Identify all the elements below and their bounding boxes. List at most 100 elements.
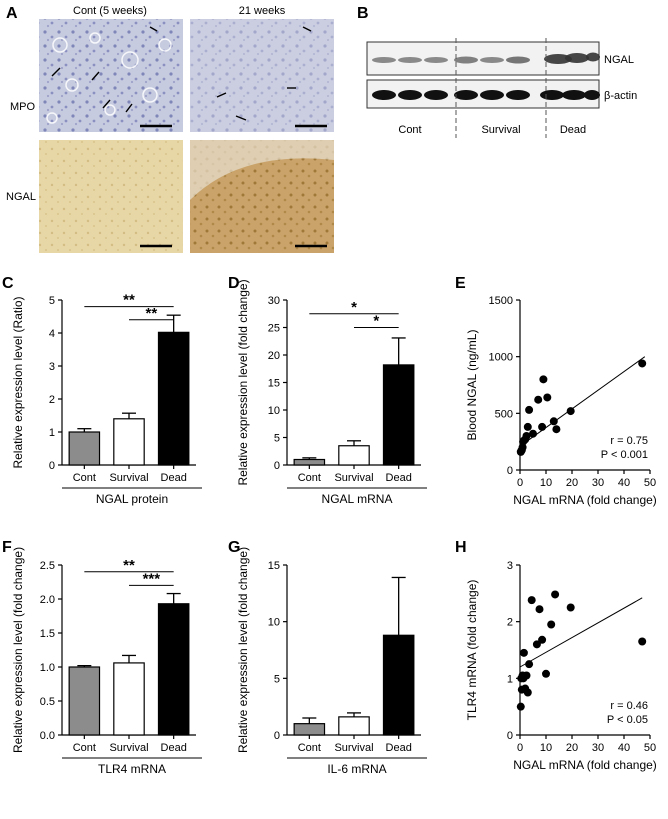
d-ytick-label: 5	[274, 433, 280, 445]
h-point	[551, 590, 560, 599]
f-sig-label: ***	[143, 570, 161, 587]
chart-d: 0 5 10 15 20 25 30 Relative expression level (f…	[236, 279, 427, 506]
h-xtick-label: 30	[592, 742, 604, 754]
d-ytick-label: 15	[268, 378, 280, 390]
panel-e-letter: E	[455, 275, 466, 292]
e-point	[538, 422, 547, 431]
h-xlabel: NGAL mRNA (fold change)	[513, 758, 657, 772]
panel-a-row-label-mpo: MPO	[10, 101, 36, 113]
g-ytick-label: 5	[274, 673, 280, 685]
f-bar-dead	[157, 603, 190, 736]
d-ylabel: Relative expression level (fold change)	[236, 279, 250, 485]
panel-a-row-label-ngal: NGAL	[6, 191, 36, 203]
g-bar-cont	[293, 723, 326, 736]
d-xtick-label: Dead	[386, 472, 412, 484]
panel-b-letter: B	[357, 5, 369, 22]
panel-a: A Cont (5 weeks) 21 weeks MPO NGAL	[6, 5, 334, 253]
d-sig-label: *	[351, 299, 357, 316]
f-xtick-label: Survival	[109, 742, 148, 754]
c-xtick-label: Cont	[73, 472, 96, 484]
d-ytick-label: 0	[274, 460, 280, 472]
d-bar-survival	[338, 445, 370, 466]
chart-g: 0 5 10 15 Relative expression level (fold ch…	[236, 547, 427, 776]
e-point	[539, 375, 548, 384]
h-ytick-label: 2	[507, 617, 513, 629]
g-xtick-label: Cont	[298, 742, 321, 754]
c-ytick-label: 1	[49, 427, 55, 439]
c-sig-label: **	[145, 305, 157, 322]
c-ytick-label: 0	[49, 460, 55, 472]
blot-label-ngal: NGAL	[604, 54, 634, 66]
e-xlabel: NGAL mRNA (fold change)	[513, 493, 657, 507]
h-fit-line	[519, 597, 643, 668]
chart-f: 0.0 0.5 1.0 1.5 2.0 2.5 Relative expression le…	[11, 547, 202, 776]
panel-c-letter: C	[2, 275, 14, 292]
chart-c: 0 1 2 3 4 5 Relative expression level (Ratio) C…	[11, 292, 202, 506]
f-bar-cont	[68, 666, 101, 736]
c-bar-dead	[157, 331, 190, 466]
h-point	[523, 688, 532, 697]
chart-h: 0 1 2 3 TLR4 mRNA (fold change) 0 10 20 30 40 50 NG…	[465, 560, 657, 772]
h-xtick-label: 0	[517, 742, 523, 754]
h-xtick-label: 10	[540, 742, 552, 754]
e-point	[638, 359, 647, 368]
d-bar-cont	[293, 458, 326, 466]
charts-group: 0 1 2 3 4 5 Relative expression level (Ratio) C…	[11, 279, 657, 776]
g-ytick-label: 10	[268, 617, 280, 629]
e-point	[525, 405, 534, 414]
h-point	[527, 596, 536, 605]
panel-a-col-label-1: 21 weeks	[239, 5, 286, 17]
d-ytick-label: 10	[268, 405, 280, 417]
panel-d-letter: D	[228, 275, 240, 292]
g-ytick-label: 15	[268, 560, 280, 572]
c-ytick-label: 2	[49, 394, 55, 406]
f-sig-label: **	[123, 557, 135, 574]
c-xtick-label: Survival	[109, 472, 148, 484]
blot-group-dead: Dead	[560, 124, 586, 136]
d-sig-label: *	[373, 313, 379, 330]
f-ytick-label: 2.5	[40, 560, 55, 572]
g-ytick-label: 0	[274, 730, 280, 742]
h-point	[547, 620, 556, 629]
h-annotation-r: r = 0.46	[610, 700, 648, 712]
e-xtick-label: 20	[566, 477, 578, 489]
e-ylabel: Blood NGAL (ng/mL)	[465, 330, 479, 441]
h-xtick-label: 50	[644, 742, 656, 754]
d-ytick-label: 20	[268, 350, 280, 362]
e-xtick-label: 50	[644, 477, 656, 489]
e-xtick-label: 10	[540, 477, 552, 489]
h-xtick-label: 20	[566, 742, 578, 754]
h-point	[638, 637, 647, 646]
e-point	[543, 393, 552, 402]
d-bar-dead	[382, 364, 415, 466]
blot-label-beta-actin: β-actin	[604, 90, 637, 102]
c-bar-survival	[113, 418, 145, 466]
f-ytick-label: 0.5	[40, 696, 55, 708]
f-xtick-label: Dead	[161, 742, 187, 754]
e-xtick-label: 40	[618, 477, 630, 489]
f-ytick-label: 1.0	[40, 662, 55, 674]
e-fit-line	[519, 356, 646, 447]
e-annotation-p: P < 0.001	[601, 449, 648, 461]
e-point	[549, 417, 558, 426]
h-annotation-p: P < 0.05	[607, 714, 648, 726]
c-ylabel: Relative expression level (Ratio)	[11, 296, 25, 468]
f-xlabel: TLR4 mRNA	[98, 762, 166, 776]
h-point	[538, 635, 547, 644]
panel-g-letter: G	[228, 539, 240, 556]
d-xtick-label: Survival	[334, 472, 373, 484]
f-ytick-label: 1.5	[40, 628, 55, 640]
e-point	[522, 432, 531, 440]
e-ytick-label: 0	[507, 465, 513, 477]
h-xtick-label: 40	[618, 742, 630, 754]
e-annotation-r: r = 0.75	[610, 435, 648, 447]
panel-h-letter: H	[455, 539, 467, 556]
c-sig-label: **	[123, 292, 135, 309]
g-ylabel: Relative expression level (fold change)	[236, 547, 250, 753]
d-ytick-label: 30	[268, 295, 280, 307]
f-bar-survival	[113, 662, 145, 736]
e-ytick-label: 1000	[489, 352, 513, 364]
d-ytick-label: 25	[268, 323, 280, 335]
h-ytick-label: 1	[507, 673, 513, 685]
